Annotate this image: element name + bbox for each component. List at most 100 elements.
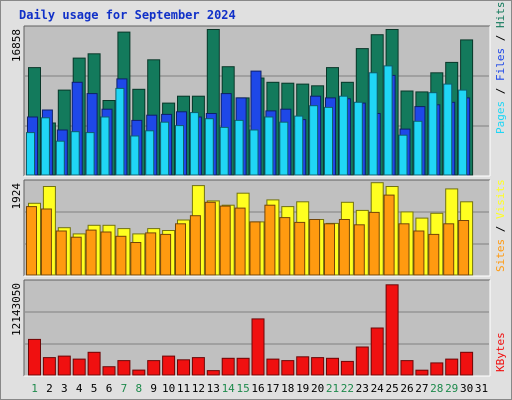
bar-pages-day-11 (175, 125, 184, 176)
x-tick-label-day-23: 23 (356, 382, 369, 395)
x-tick-label-day-4: 4 (76, 382, 83, 395)
y-max-label-kbytes: 12143050 (10, 283, 23, 336)
bar-sites-day-26 (398, 223, 410, 276)
bar-kbytes-day-18 (281, 360, 295, 376)
bar-kbytes-day-17 (266, 358, 280, 376)
bar-sites-day-20 (309, 219, 321, 276)
bar-pages-day-9 (145, 130, 155, 176)
x-tick-label-day-13: 13 (207, 382, 220, 395)
bar-kbytes-day-16 (251, 318, 265, 376)
x-tick-label-day-25: 25 (385, 382, 398, 395)
bar-kbytes-day-23 (355, 346, 369, 376)
bar-sites-day-29 (443, 223, 455, 276)
bar-sites-day-8 (130, 242, 142, 276)
bar-sites-day-2 (40, 208, 52, 276)
x-tick-label-day-30: 30 (460, 382, 473, 395)
y-max-label-visits-sites: 1924 (10, 183, 23, 210)
x-tick-label-day-15: 15 (236, 382, 249, 395)
bar-pages-day-22 (338, 95, 348, 176)
x-tick-label-day-14: 14 (222, 382, 236, 395)
bar-kbytes-day-24 (370, 327, 384, 376)
x-tick-label-day-2: 2 (46, 382, 53, 395)
bar-sites-day-15 (234, 207, 246, 276)
x-tick-label-day-3: 3 (61, 382, 68, 395)
legend-kbytes: KBytes (494, 332, 507, 372)
bar-kbytes-day-9 (147, 360, 161, 376)
bar-pages-day-17 (264, 116, 274, 176)
bar-pages-day-24 (368, 72, 378, 176)
legend-visits-sites-separator: / (494, 219, 507, 239)
x-tick-label-day-8: 8 (135, 382, 142, 395)
bar-kbytes-day-21 (326, 357, 339, 376)
bar-pages-day-26 (398, 134, 408, 176)
bar-kbytes-day-4 (72, 358, 86, 376)
bar-pages-day-16 (249, 129, 259, 176)
bar-kbytes-day-12 (191, 357, 205, 376)
x-tick-label-day-17: 17 (266, 382, 279, 395)
bar-kbytes-day-26 (400, 360, 414, 376)
bar-kbytes-day-19 (296, 356, 310, 376)
legend-visits-sites: Sites / Visits (494, 179, 507, 272)
legend-kbytes: KBytes (494, 332, 507, 372)
legend-hits: Hits (494, 2, 507, 29)
bar-sites-day-1 (26, 206, 37, 276)
bar-pages-day-5 (85, 132, 95, 176)
bar-pages-day-10 (160, 121, 170, 176)
x-tick-label-day-22: 22 (341, 382, 354, 395)
legend-files: Files (494, 48, 507, 81)
bar-kbytes-day-29 (445, 358, 459, 376)
bar-sites-day-25 (383, 194, 395, 276)
bar-sites-day-4 (70, 236, 82, 276)
x-tick-label-day-10: 10 (162, 382, 175, 395)
x-tick-label-day-7: 7 (121, 382, 128, 395)
x-tick-label-day-21: 21 (326, 382, 339, 395)
bar-sites-day-9 (145, 232, 157, 276)
bar-kbytes-day-8 (132, 369, 146, 376)
bar-pages-day-27 (413, 120, 423, 176)
bar-kbytes-day-25 (385, 284, 399, 376)
bar-pages-day-23 (353, 101, 363, 176)
bar-pages-day-6 (100, 116, 110, 176)
bar-sites-day-17 (264, 204, 276, 276)
legend-hits-files-pages-separator: / (494, 28, 507, 48)
bar-pages-day-3 (55, 140, 65, 176)
legend-hits-files-pages-separator: / (494, 81, 507, 101)
x-tick-label-day-5: 5 (91, 382, 98, 395)
bar-kbytes-day-1 (28, 338, 41, 376)
bar-kbytes-day-13 (206, 370, 220, 376)
bar-pages-day-12 (189, 112, 199, 176)
bar-sites-day-21 (324, 223, 335, 276)
x-tick-label-day-20: 20 (311, 382, 324, 395)
bar-pages-day-28 (428, 92, 438, 176)
legend-hits-files-pages: Pages / Files / Hits (494, 2, 507, 135)
bar-sites-day-12 (189, 215, 201, 276)
bar-sites-day-24 (368, 211, 380, 276)
bar-kbytes-day-15 (236, 357, 250, 376)
bar-pages-day-25 (383, 65, 393, 176)
bar-pages-day-2 (40, 117, 50, 176)
bar-pages-day-4 (70, 131, 80, 176)
x-tick-label-day-24: 24 (371, 382, 385, 395)
x-tick-label-day-16: 16 (251, 382, 264, 395)
bar-kbytes-day-7 (117, 360, 131, 376)
legend-pages: Pages (494, 101, 507, 134)
bar-kbytes-day-11 (177, 359, 190, 376)
bar-kbytes-day-14 (221, 357, 235, 376)
legend-sites: Sites (494, 239, 507, 272)
bar-sites-day-27 (413, 230, 425, 276)
bar-sites-day-5 (85, 229, 97, 276)
x-tick-label-day-26: 26 (400, 382, 413, 395)
bar-kbytes-day-5 (87, 351, 101, 376)
bar-kbytes-day-28 (430, 362, 444, 376)
bar-sites-day-7 (115, 235, 127, 276)
bar-kbytes-day-6 (102, 366, 116, 376)
bar-sites-day-3 (55, 230, 67, 276)
bar-kbytes-day-27 (415, 369, 429, 376)
bar-pages-day-21 (324, 106, 333, 176)
legend-visits: Visits (494, 179, 507, 219)
bar-pages-day-14 (219, 126, 229, 176)
x-tick-label-day-29: 29 (445, 382, 458, 395)
x-tick-label-day-6: 6 (106, 382, 113, 395)
bar-sites-day-18 (279, 217, 291, 276)
